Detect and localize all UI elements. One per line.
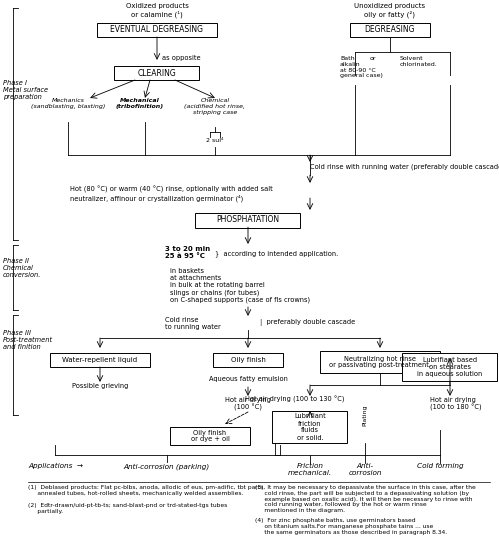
Text: 2 sul⁴: 2 sul⁴ bbox=[206, 138, 224, 143]
Text: Lubrifiant
friction
fluids
or solid.: Lubrifiant friction fluids or solid. bbox=[294, 413, 326, 441]
Text: Cold forming: Cold forming bbox=[417, 463, 463, 469]
Bar bbox=[97, 23, 217, 37]
Bar bbox=[196, 212, 300, 228]
Text: Bath
alkalin
at 80-90 °C
general case): Bath alkalin at 80-90 °C general case) bbox=[340, 56, 383, 79]
Text: as opposite: as opposite bbox=[162, 55, 201, 61]
Text: (4)  For zinc phosphate baths, use germinators based
     on titanium salts.For : (4) For zinc phosphate baths, use germin… bbox=[255, 518, 447, 535]
Text: (1)  Deblased products: Flat pc-blbs, anoda, allodic of eus, pm-adific, tbt part: (1) Deblased products: Flat pc-blbs, ano… bbox=[28, 485, 265, 496]
Text: (3)  It may be necessary to depassivate the surface in this case, after the
    : (3) It may be necessary to depassivate t… bbox=[255, 485, 476, 513]
Text: Hot (80 °C) or warm (40 °C) rinse, optionally with added salt
neutralizer, affin: Hot (80 °C) or warm (40 °C) rinse, optio… bbox=[70, 186, 273, 202]
Text: Oily finish
or dye + oil: Oily finish or dye + oil bbox=[191, 430, 230, 442]
Text: }  according to intended application.: } according to intended application. bbox=[215, 250, 338, 257]
Text: Mechanical
(tribofinition): Mechanical (tribofinition) bbox=[116, 98, 164, 109]
Text: Cold rinse with running water (preferably double cascade) (³): Cold rinse with running water (preferabl… bbox=[310, 163, 499, 170]
Text: CLEARING: CLEARING bbox=[138, 68, 176, 78]
Text: Oxidized products
or calamine (¹): Oxidized products or calamine (¹) bbox=[126, 3, 189, 17]
Bar bbox=[213, 353, 283, 367]
Text: (2)  Edtr-drawn/uid-pt-tb-ts; sand-blast-pnd or trd-stated-tgs tubes
     partia: (2) Edtr-drawn/uid-pt-tb-ts; sand-blast-… bbox=[28, 503, 227, 514]
Bar bbox=[403, 353, 498, 381]
Bar bbox=[114, 66, 200, 80]
Text: Chemical
(acidified hot rinse,
stripping case: Chemical (acidified hot rinse, stripping… bbox=[185, 98, 246, 115]
Text: PHOSPHATATION: PHOSPHATATION bbox=[217, 216, 279, 224]
Text: Aqueous fatty emulsion: Aqueous fatty emulsion bbox=[209, 376, 287, 382]
Bar bbox=[170, 427, 250, 445]
Bar bbox=[320, 351, 440, 373]
Text: Anti-corrosion (parking): Anti-corrosion (parking) bbox=[124, 463, 210, 470]
Text: Cold rinse
to running water: Cold rinse to running water bbox=[165, 317, 221, 330]
Text: Plating: Plating bbox=[362, 404, 367, 426]
Text: 3 to 20 min
25 à 95 °C: 3 to 20 min 25 à 95 °C bbox=[165, 246, 210, 259]
Text: Friction
mechanical.: Friction mechanical. bbox=[288, 463, 332, 476]
Bar bbox=[272, 411, 347, 443]
Text: Phase I
Metal surface
preparation: Phase I Metal surface preparation bbox=[3, 80, 48, 100]
Bar bbox=[50, 353, 150, 367]
Text: Water-repellent liquid: Water-repellent liquid bbox=[62, 357, 138, 363]
Bar bbox=[350, 23, 430, 37]
Text: in baskets
at attachments
in bulk at the rotating barrel
slings or chains (for t: in baskets at attachments in bulk at the… bbox=[170, 268, 310, 303]
Text: Possible grieving: Possible grieving bbox=[72, 383, 128, 389]
Text: Anti-
corrosion: Anti- corrosion bbox=[348, 463, 382, 476]
Text: Applications  →: Applications → bbox=[28, 463, 83, 469]
Text: Hot air drying (100 to 130 °C): Hot air drying (100 to 130 °C) bbox=[245, 396, 344, 403]
Text: EVENTUAL DEGREASING: EVENTUAL DEGREASING bbox=[110, 26, 204, 34]
Text: DEGREASING: DEGREASING bbox=[365, 26, 415, 34]
Text: Phase II
Chemical
conversion.: Phase II Chemical conversion. bbox=[3, 258, 41, 278]
Text: Neutralizing hot rinse
or passivating post-treatment.: Neutralizing hot rinse or passivating po… bbox=[329, 355, 431, 369]
Text: Lubrifiant based
on stearates
in aqueous solution: Lubrifiant based on stearates in aqueous… bbox=[417, 357, 483, 377]
Text: Phase III
Post-treatment
and finition: Phase III Post-treatment and finition bbox=[3, 330, 53, 350]
Text: Oily finish: Oily finish bbox=[231, 357, 265, 363]
Text: Solvent
chlorinated.: Solvent chlorinated. bbox=[400, 56, 438, 67]
Text: Mechanics
(sandblasting, blasting): Mechanics (sandblasting, blasting) bbox=[31, 98, 105, 109]
Text: Hot air drying
(100 to 180 °C): Hot air drying (100 to 180 °C) bbox=[430, 397, 482, 411]
Text: |  preferably double cascade: | preferably double cascade bbox=[260, 319, 355, 326]
Text: Hot air drying
(100 °C): Hot air drying (100 °C) bbox=[225, 397, 271, 411]
Text: or: or bbox=[370, 56, 377, 61]
Text: Unoxidized products
oily or fatty (²): Unoxidized products oily or fatty (²) bbox=[354, 3, 426, 17]
